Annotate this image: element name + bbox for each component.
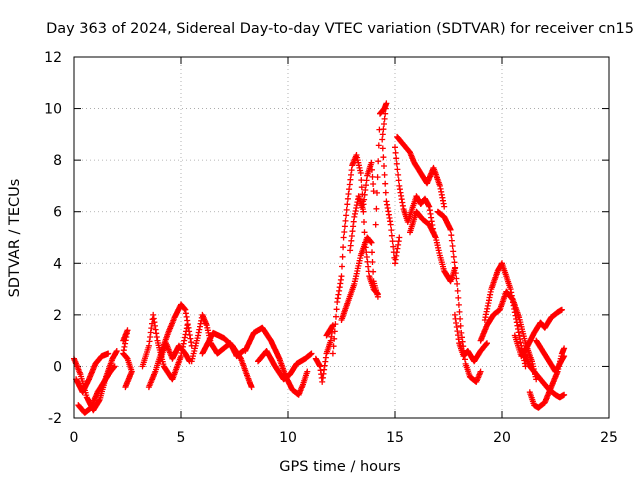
x-tick-label: 10	[279, 430, 297, 446]
x-tick-label: 20	[493, 430, 511, 446]
y-axis-label: SDTVAR / TECUs	[7, 179, 23, 298]
point-markers	[73, 350, 112, 396]
point-markers	[394, 133, 448, 210]
point-markers	[312, 322, 336, 385]
series-sat-aa	[533, 337, 568, 375]
series-sat-t	[434, 208, 484, 385]
y-tick-label: 2	[53, 308, 62, 324]
point-markers	[347, 159, 377, 254]
series-sat-x	[511, 306, 565, 360]
x-tick-label: 25	[600, 430, 618, 446]
series-sat-q	[392, 144, 437, 236]
y-tick-label: 8	[53, 153, 62, 169]
series-sat-k	[255, 348, 315, 383]
point-markers	[372, 100, 403, 267]
point-markers	[120, 327, 135, 391]
point-markers	[533, 337, 568, 375]
x-axis-label: GPS time / hours	[279, 459, 400, 475]
y-tick-label: 6	[53, 205, 62, 221]
point-markers	[434, 208, 484, 385]
y-tick-label: 12	[44, 50, 62, 66]
series-sat-c	[75, 363, 118, 416]
plot-frame	[73, 56, 610, 419]
x-tick-label: 0	[70, 430, 79, 446]
series-sat-s	[407, 208, 458, 285]
series-sat-p	[372, 100, 403, 267]
y-tick-label: 0	[53, 359, 62, 375]
point-markers	[338, 234, 381, 323]
point-markers	[407, 208, 458, 285]
series-sat-o	[347, 159, 377, 254]
series-sat-w	[477, 288, 540, 383]
point-markers	[392, 144, 437, 236]
y-tick-label: -2	[48, 411, 62, 427]
y-tick-label: 10	[44, 102, 62, 118]
point-markers	[199, 329, 255, 391]
series-sat-l	[312, 322, 336, 385]
series-sat-b	[73, 350, 112, 396]
y-tick-label: 4	[53, 256, 62, 272]
series-sat-g	[156, 340, 193, 365]
chart-title: Day 363 of 2024, Sidereal Day-to-day VTE…	[46, 21, 634, 37]
data-points	[71, 100, 568, 416]
point-markers	[451, 311, 490, 365]
point-markers	[511, 306, 565, 360]
point-markers	[156, 340, 193, 365]
point-markers	[255, 348, 315, 383]
series-sat-n	[338, 234, 381, 323]
point-markers	[477, 288, 540, 383]
series-sat-d	[120, 327, 135, 391]
x-tick-label: 5	[177, 430, 186, 446]
point-markers	[75, 363, 118, 416]
y-axis-ticks: -2 0 2 4 6 8 10 12	[44, 50, 609, 427]
x-tick-label: 15	[386, 430, 404, 446]
series-sat-u	[451, 311, 490, 365]
series-sat-r	[394, 133, 448, 210]
series-sat-i	[199, 329, 255, 391]
x-axis-ticks: 0 5 10 15 20 25	[70, 57, 618, 446]
